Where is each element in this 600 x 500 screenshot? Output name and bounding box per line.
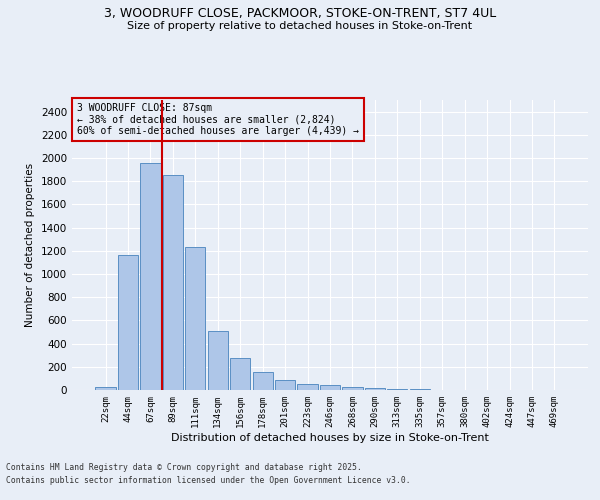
Bar bbox=[343, 387, 362, 390]
Bar bbox=[185, 248, 205, 390]
Text: 3 WOODRUFF CLOSE: 87sqm
← 38% of detached houses are smaller (2,824)
60% of semi: 3 WOODRUFF CLOSE: 87sqm ← 38% of detache… bbox=[77, 103, 359, 136]
Text: Size of property relative to detached houses in Stoke-on-Trent: Size of property relative to detached ho… bbox=[127, 21, 473, 31]
Bar bbox=[208, 331, 228, 390]
Bar bbox=[163, 176, 183, 390]
Bar bbox=[320, 386, 340, 390]
Bar bbox=[298, 384, 317, 390]
Bar bbox=[253, 372, 273, 390]
Text: Contains public sector information licensed under the Open Government Licence v3: Contains public sector information licen… bbox=[6, 476, 410, 485]
Bar bbox=[118, 256, 138, 390]
Text: 3, WOODRUFF CLOSE, PACKMOOR, STOKE-ON-TRENT, ST7 4UL: 3, WOODRUFF CLOSE, PACKMOOR, STOKE-ON-TR… bbox=[104, 8, 496, 20]
Bar bbox=[230, 358, 250, 390]
Y-axis label: Number of detached properties: Number of detached properties bbox=[25, 163, 35, 327]
Bar bbox=[365, 388, 385, 390]
X-axis label: Distribution of detached houses by size in Stoke-on-Trent: Distribution of detached houses by size … bbox=[171, 432, 489, 442]
Text: Contains HM Land Registry data © Crown copyright and database right 2025.: Contains HM Land Registry data © Crown c… bbox=[6, 464, 362, 472]
Bar bbox=[95, 386, 116, 390]
Bar bbox=[387, 389, 407, 390]
Bar bbox=[275, 380, 295, 390]
Bar bbox=[140, 162, 161, 390]
